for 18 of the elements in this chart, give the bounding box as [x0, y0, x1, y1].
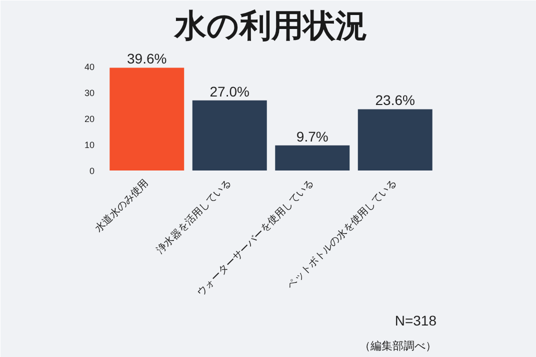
y-tick-label: 0 — [89, 166, 95, 176]
bar — [192, 100, 267, 170]
bar — [358, 109, 432, 170]
data-label: 23.6% — [375, 92, 415, 108]
y-tick-label: 40 — [84, 62, 95, 72]
y-tick-label: 10 — [84, 140, 95, 150]
data-label: 9.7% — [296, 128, 328, 144]
y-tick-label: 20 — [84, 114, 95, 124]
chart-title: 水の利用状況 — [174, 8, 368, 44]
y-tick-label: 30 — [84, 88, 95, 98]
x-tick-label: 浄水器を活用している — [154, 176, 234, 256]
data-label: 27.0% — [210, 83, 250, 100]
data-label: 39.6% — [127, 50, 167, 67]
text: N=318 — [394, 312, 437, 328]
text: （編集部調べ） — [360, 340, 436, 352]
bar — [110, 68, 184, 170]
bar — [275, 145, 350, 170]
x-tick-label: 水道水のみ使用 — [92, 176, 151, 235]
